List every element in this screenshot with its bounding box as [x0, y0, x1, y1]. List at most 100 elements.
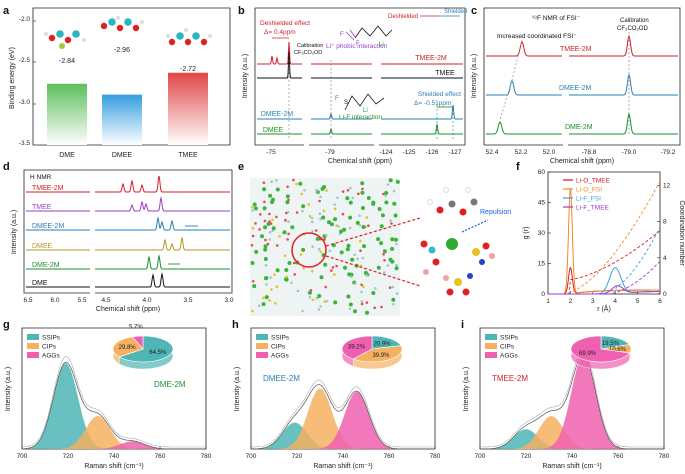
molecule-dot	[323, 262, 328, 267]
pie-slice-aggs	[570, 335, 631, 363]
panel-f-xtick: 4	[613, 298, 617, 305]
molecule-dot	[263, 225, 267, 230]
legend-swatch	[27, 334, 39, 340]
xlabel: Raman shift (cm⁻¹)	[313, 463, 372, 470]
panel-f-ylabel: g (r)	[523, 227, 530, 240]
molecule-dot	[315, 188, 318, 192]
panel-f-ytick: 60	[538, 169, 546, 176]
molecule-dot	[308, 215, 312, 218]
zoom-lines	[325, 217, 421, 287]
panel-d-xtick: 4.5	[101, 297, 110, 304]
molecule-dot	[252, 284, 257, 289]
molecule-dot	[286, 185, 289, 189]
molecule-dot	[310, 216, 314, 220]
panel-a-bar-chart: Binding energy (eV) -2.0 -2.5 -3.0 -3.5 …	[9, 7, 231, 159]
molecule-tmee-image	[166, 28, 212, 46]
molecule-dot	[333, 207, 337, 211]
panel-d-ylabel: Intensity (a.u.)	[11, 210, 18, 254]
spectrum-dmee-2m	[569, 73, 678, 96]
panel-b-s-symbol: S	[344, 100, 348, 106]
molecule-dot	[290, 281, 293, 285]
panel-d-frame	[23, 169, 233, 294]
panel-b-series-label: DMEE-2M	[261, 111, 293, 118]
bar-tmee	[168, 73, 208, 145]
xtick: 740	[338, 453, 349, 460]
molecule-dot	[317, 247, 321, 251]
xtick: 780	[201, 453, 212, 460]
molecule-dot	[290, 225, 295, 230]
coordination-curve	[548, 180, 661, 295]
molecule-dot	[311, 298, 315, 302]
panel-f-xlabel: r (Å)	[597, 304, 611, 313]
molecule-dot	[382, 249, 387, 254]
legend-swatch	[256, 352, 268, 358]
molecule-dot	[380, 305, 383, 309]
raw-spectrum	[250, 379, 435, 448]
pie-slice-ssips	[600, 335, 630, 350]
panel-i-raman-chart: Intensity (a.u.) Raman shift (cm⁻¹) 700 720…	[463, 327, 670, 470]
molecule-dot	[361, 256, 365, 260]
molecule-dot	[393, 237, 398, 242]
molecule-dot	[380, 213, 385, 218]
molecule-dot	[295, 211, 299, 214]
molecule-dot	[317, 308, 321, 311]
molecule-dot	[311, 230, 314, 233]
panel-h-raman-chart: Intensity (a.u.) Raman shift (cm⁻¹) 700 720…	[234, 327, 441, 470]
pie-slice-aggs	[341, 335, 373, 360]
molecule-dot	[268, 231, 272, 234]
pie-slice-ssips	[371, 335, 402, 350]
pie-label: 64.5%	[149, 350, 167, 356]
molecule-dot	[356, 257, 360, 261]
molecule-dot	[318, 199, 321, 203]
panel-b-phobic-label: Li⁺ phobic interaction	[326, 43, 388, 50]
molecule-dot	[293, 261, 296, 265]
molecule-dot	[273, 273, 276, 277]
ylabel: Intensity (a.u.)	[234, 367, 241, 411]
molecule-dot	[330, 269, 333, 272]
molecule-dot	[392, 189, 396, 193]
molecule-dot	[382, 253, 385, 256]
molecule-dot	[395, 179, 400, 184]
panel-a-ytick: -3.5	[19, 140, 31, 147]
xlabel: Raman shift (cm⁻¹)	[542, 463, 601, 470]
panel-f-ytick: 0	[541, 291, 545, 298]
molecule-dot	[250, 244, 254, 247]
molecule-dot	[283, 254, 287, 258]
molecule-dot	[384, 194, 388, 197]
molecule-dot	[360, 181, 365, 186]
panel-b-frame	[254, 7, 466, 146]
molecule-dot	[384, 191, 389, 195]
molecule-dot	[391, 285, 395, 289]
molecule-dot	[376, 265, 381, 270]
molecule-dot	[377, 207, 382, 211]
panel-c-series-label: DME-2M	[565, 124, 593, 131]
pie-label: 29.8%	[119, 345, 137, 351]
molecule-dot	[301, 247, 306, 252]
peak-aggs	[251, 391, 435, 449]
panel-a-value-label: -2.96	[114, 47, 130, 54]
molecule-dot	[286, 238, 289, 241]
molecule-dot	[333, 300, 338, 305]
molecule-dot	[310, 220, 314, 224]
pie-label: 39.9%	[372, 353, 390, 359]
panel-c-xtick: -79.2	[661, 149, 676, 156]
molecule-dot	[284, 219, 287, 222]
pie-slice-cips	[112, 336, 144, 358]
molecule-dot	[388, 286, 392, 289]
panel-c-axis-break	[563, 140, 568, 150]
molecule-dot	[275, 285, 279, 289]
pie-label: 5.7%	[129, 324, 143, 330]
panel-f-ytick: 15	[538, 261, 546, 268]
molecule-dot	[268, 238, 271, 241]
molecule-dot	[388, 178, 393, 183]
panel-d-xlabel: Chemical shift (ppm)	[96, 306, 160, 313]
molecule-dmee-image	[100, 16, 144, 32]
panel-b-xtick: -125	[402, 149, 415, 156]
panel-f-ytick: 45	[538, 200, 546, 207]
molecule-dot	[287, 232, 290, 236]
molecule-dot	[298, 181, 303, 186]
molecule-dot	[323, 300, 327, 303]
panel-c-xtick: 52.2	[515, 149, 528, 156]
molecule-dot	[319, 250, 323, 254]
spectrum-dmee-2m	[486, 80, 562, 96]
